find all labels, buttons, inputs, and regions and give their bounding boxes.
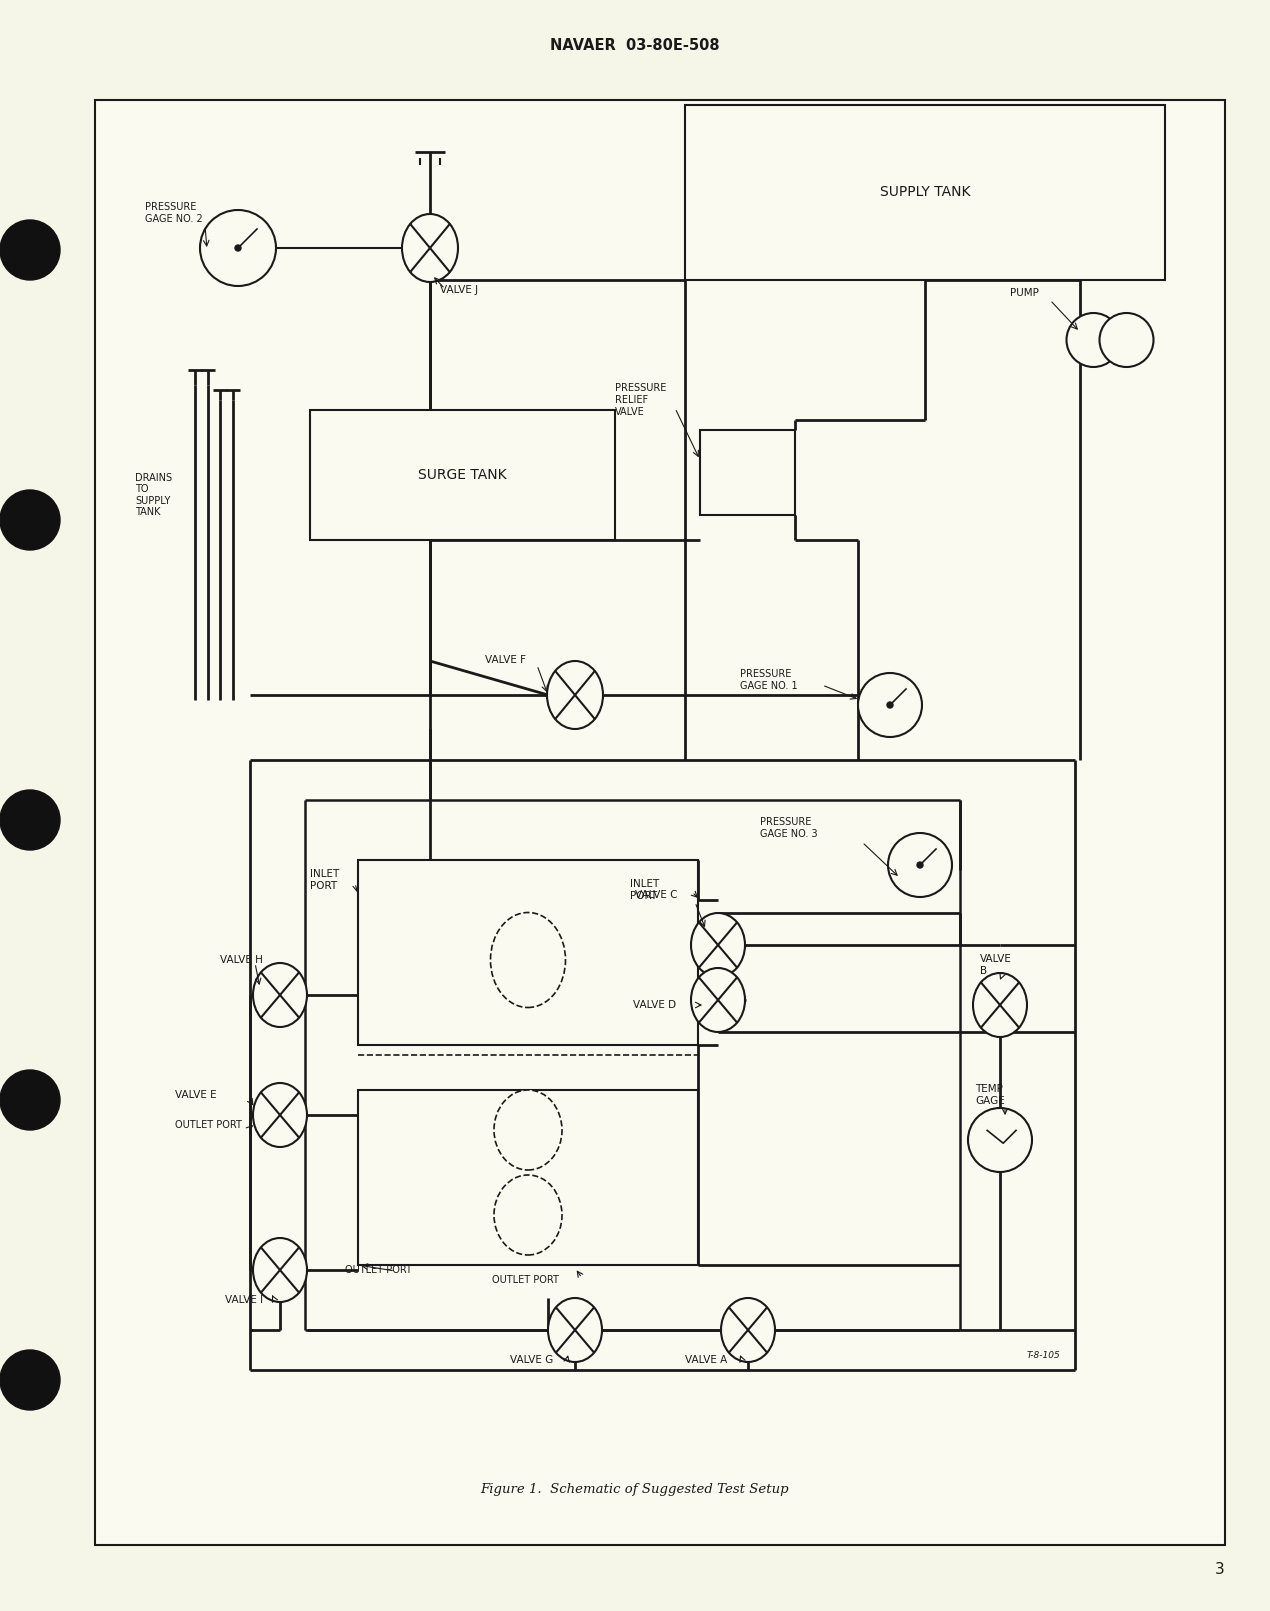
Text: PRESSURE
GAGE NO. 1: PRESSURE GAGE NO. 1 [740,669,798,691]
Ellipse shape [253,1083,307,1147]
Text: TEMP
GAGE: TEMP GAGE [975,1084,1005,1105]
Bar [700,430,795,516]
Text: VALVE E: VALVE E [175,1091,217,1100]
Text: 3: 3 [1215,1563,1224,1577]
Text: Figure 1.  Schematic of Suggested Test Setup: Figure 1. Schematic of Suggested Test Se… [480,1484,790,1497]
Text: VALVE I: VALVE I [225,1295,263,1305]
Circle shape [888,833,952,897]
Circle shape [0,1070,60,1129]
Text: PRESSURE
GAGE NO. 2: PRESSURE GAGE NO. 2 [145,203,203,224]
Circle shape [0,1350,60,1410]
Ellipse shape [253,963,307,1026]
Circle shape [1100,313,1153,367]
Text: T-8-105: T-8-105 [1026,1350,1060,1360]
Ellipse shape [721,1298,775,1361]
Ellipse shape [547,1298,602,1361]
Ellipse shape [403,214,458,282]
Circle shape [0,789,60,851]
Text: SUPPLY TANK: SUPPLY TANK [880,185,970,200]
Text: VALVE
B: VALVE B [980,954,1012,976]
Bar [685,105,1165,280]
Text: VALVE H: VALVE H [220,955,263,965]
Ellipse shape [691,968,745,1033]
Circle shape [199,209,276,287]
Ellipse shape [973,973,1027,1037]
Bar [358,860,698,1046]
Bar [310,411,615,540]
Ellipse shape [494,1091,563,1170]
Text: PUMP: PUMP [1010,288,1039,298]
Circle shape [968,1108,1033,1171]
Text: VALVE J: VALVE J [439,285,478,295]
Text: VALVE D: VALVE D [632,1000,676,1010]
Ellipse shape [253,1237,307,1302]
Text: VALVE F: VALVE F [485,656,526,665]
Ellipse shape [547,661,603,730]
Circle shape [886,702,893,707]
Text: VALVE G: VALVE G [511,1355,554,1365]
Circle shape [1067,313,1120,367]
Bar [358,1091,698,1265]
Ellipse shape [494,1174,563,1255]
Text: VALVE A: VALVE A [685,1355,728,1365]
Bar [95,100,1226,1545]
Text: DRAINS
TO
SUPPLY
TANK: DRAINS TO SUPPLY TANK [135,472,173,517]
Text: OUTLET PORT: OUTLET PORT [175,1120,241,1129]
Text: OUTLET PORT: OUTLET PORT [491,1274,559,1286]
Circle shape [917,862,923,868]
Circle shape [859,673,922,736]
Text: VALVE C: VALVE C [635,889,677,901]
Circle shape [235,245,241,251]
Text: INLET
PORT: INLET PORT [310,870,339,891]
Text: NAVAER  03-80E-508: NAVAER 03-80E-508 [550,37,720,53]
Text: PRESSURE
GAGE NO. 3: PRESSURE GAGE NO. 3 [759,817,818,839]
Text: OUTLET PORT: OUTLET PORT [345,1265,411,1274]
Circle shape [0,221,60,280]
Text: INLET
PORT: INLET PORT [630,880,659,901]
Text: PRESSURE
RELIEF
VALVE: PRESSURE RELIEF VALVE [615,383,667,417]
Ellipse shape [691,913,745,976]
Circle shape [0,490,60,549]
Ellipse shape [490,912,565,1007]
Text: SURGE TANK: SURGE TANK [418,469,507,482]
